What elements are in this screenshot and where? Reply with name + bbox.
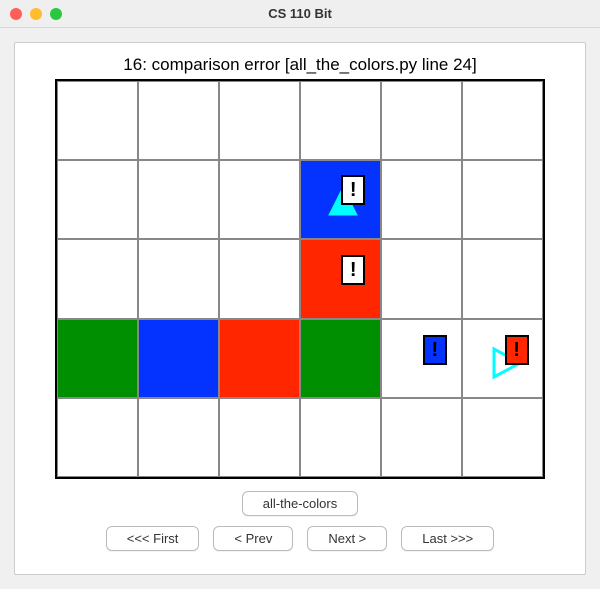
grid-cell — [138, 319, 219, 398]
nav-row: <<< First < Prev Next > Last >>> — [106, 526, 495, 551]
grid-cell — [57, 81, 138, 160]
grid-cell — [300, 81, 381, 160]
window-controls — [10, 8, 62, 20]
grid-cell — [462, 81, 543, 160]
grid-cell — [219, 239, 300, 318]
grid-cell — [57, 160, 138, 239]
grid-cell — [381, 398, 462, 477]
next-button[interactable]: Next > — [307, 526, 387, 551]
grid-cell — [462, 319, 543, 398]
minimize-icon[interactable] — [30, 8, 42, 20]
main-panel: 16: comparison error [all_the_colors.py … — [14, 42, 586, 575]
grid-cell — [138, 239, 219, 318]
grid-cell — [138, 81, 219, 160]
grid-cell — [300, 398, 381, 477]
grid-cell — [300, 160, 381, 239]
grid-cell — [381, 239, 462, 318]
last-button[interactable]: Last >>> — [401, 526, 494, 551]
grid-container: !!!! — [55, 79, 545, 479]
grid-cell — [219, 319, 300, 398]
grid-cell — [219, 160, 300, 239]
first-button[interactable]: <<< First — [106, 526, 200, 551]
grid-cell — [219, 398, 300, 477]
grid-cell — [300, 319, 381, 398]
grid-cell — [57, 398, 138, 477]
grid-cell — [138, 398, 219, 477]
status-text: 16: comparison error [all_the_colors.py … — [123, 55, 476, 75]
window-title: CS 110 Bit — [10, 6, 590, 21]
grid-cell — [462, 160, 543, 239]
grid-cell — [462, 239, 543, 318]
content-area: 16: comparison error [all_the_colors.py … — [0, 28, 600, 589]
world-grid — [55, 79, 545, 479]
grid-cell — [57, 239, 138, 318]
zoom-icon[interactable] — [50, 8, 62, 20]
close-icon[interactable] — [10, 8, 22, 20]
grid-cell — [300, 239, 381, 318]
test-name-button[interactable]: all-the-colors — [242, 491, 358, 516]
grid-cell — [381, 160, 462, 239]
titlebar: CS 110 Bit — [0, 0, 600, 28]
grid-cell — [462, 398, 543, 477]
prev-button[interactable]: < Prev — [213, 526, 293, 551]
grid-cell — [381, 81, 462, 160]
grid-cell — [138, 160, 219, 239]
test-name-row: all-the-colors — [242, 491, 358, 516]
grid-cell — [57, 319, 138, 398]
grid-cell — [381, 319, 462, 398]
grid-cell — [219, 81, 300, 160]
